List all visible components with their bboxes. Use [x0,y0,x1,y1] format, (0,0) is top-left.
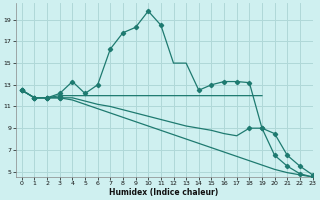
X-axis label: Humidex (Indice chaleur): Humidex (Indice chaleur) [109,188,219,197]
